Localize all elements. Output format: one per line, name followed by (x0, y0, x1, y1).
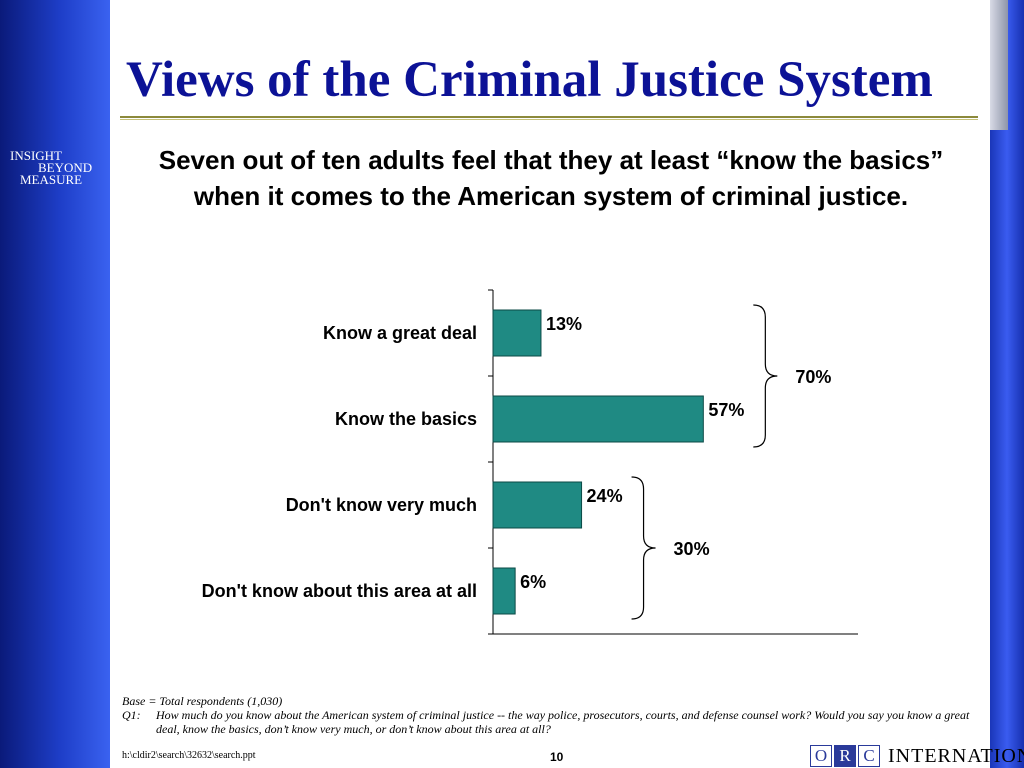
left-sidebar: INSIGHT BEYOND MEASURE (0, 0, 110, 768)
slide-subtitle: Seven out of ten adults feel that they a… (158, 145, 944, 211)
value-label: 57% (708, 400, 744, 420)
tagline: INSIGHT BEYOND MEASURE (10, 148, 110, 187)
category-label: Don't know about this area at all (202, 581, 477, 601)
group-brace (631, 476, 656, 620)
value-label: 13% (546, 314, 582, 334)
file-path: h:\cldir2\search\32632\search.ppt (122, 750, 256, 761)
bar (492, 481, 583, 529)
question-note: Q1: How much do you know about the Ameri… (122, 708, 992, 736)
category-label: Know the basics (335, 409, 477, 429)
logo-letter-r: R (834, 745, 856, 767)
category-label: Don't know very much (286, 495, 477, 515)
tagline-line-1: INSIGHT (10, 148, 62, 163)
group-total-label: 30% (674, 539, 710, 559)
group-brace (753, 304, 778, 448)
value-label: 24% (587, 486, 623, 506)
title-rule-shadow (120, 119, 978, 120)
bar (492, 309, 542, 357)
page-number: 10 (550, 750, 564, 764)
group-total-label: 70% (795, 367, 831, 387)
question-text: How much do you know about the American … (156, 708, 970, 736)
tagline-line-2: BEYOND (38, 160, 93, 175)
logo-wordmark: INTERNATIONAL (888, 744, 1024, 767)
corner-accent (990, 0, 1008, 130)
value-label: 6% (520, 572, 546, 592)
title-rule (120, 116, 978, 118)
bar (492, 567, 516, 615)
question-label: Q1: (122, 708, 141, 722)
base-note: Base = Total respondents (1,030) (122, 694, 283, 708)
tagline-line-3: MEASURE (20, 172, 83, 187)
category-label: Know a great deal (323, 323, 477, 343)
bar (492, 395, 704, 443)
logo-letter-o: O (810, 745, 832, 767)
slide-title: Views of the Criminal Justice System (126, 52, 933, 108)
orc-logo: O R C INTERNATIONAL ® (810, 745, 1024, 767)
footnotes: Base = Total respondents (1,030) Q1: How… (122, 694, 992, 736)
logo-letter-c: C (858, 745, 880, 767)
